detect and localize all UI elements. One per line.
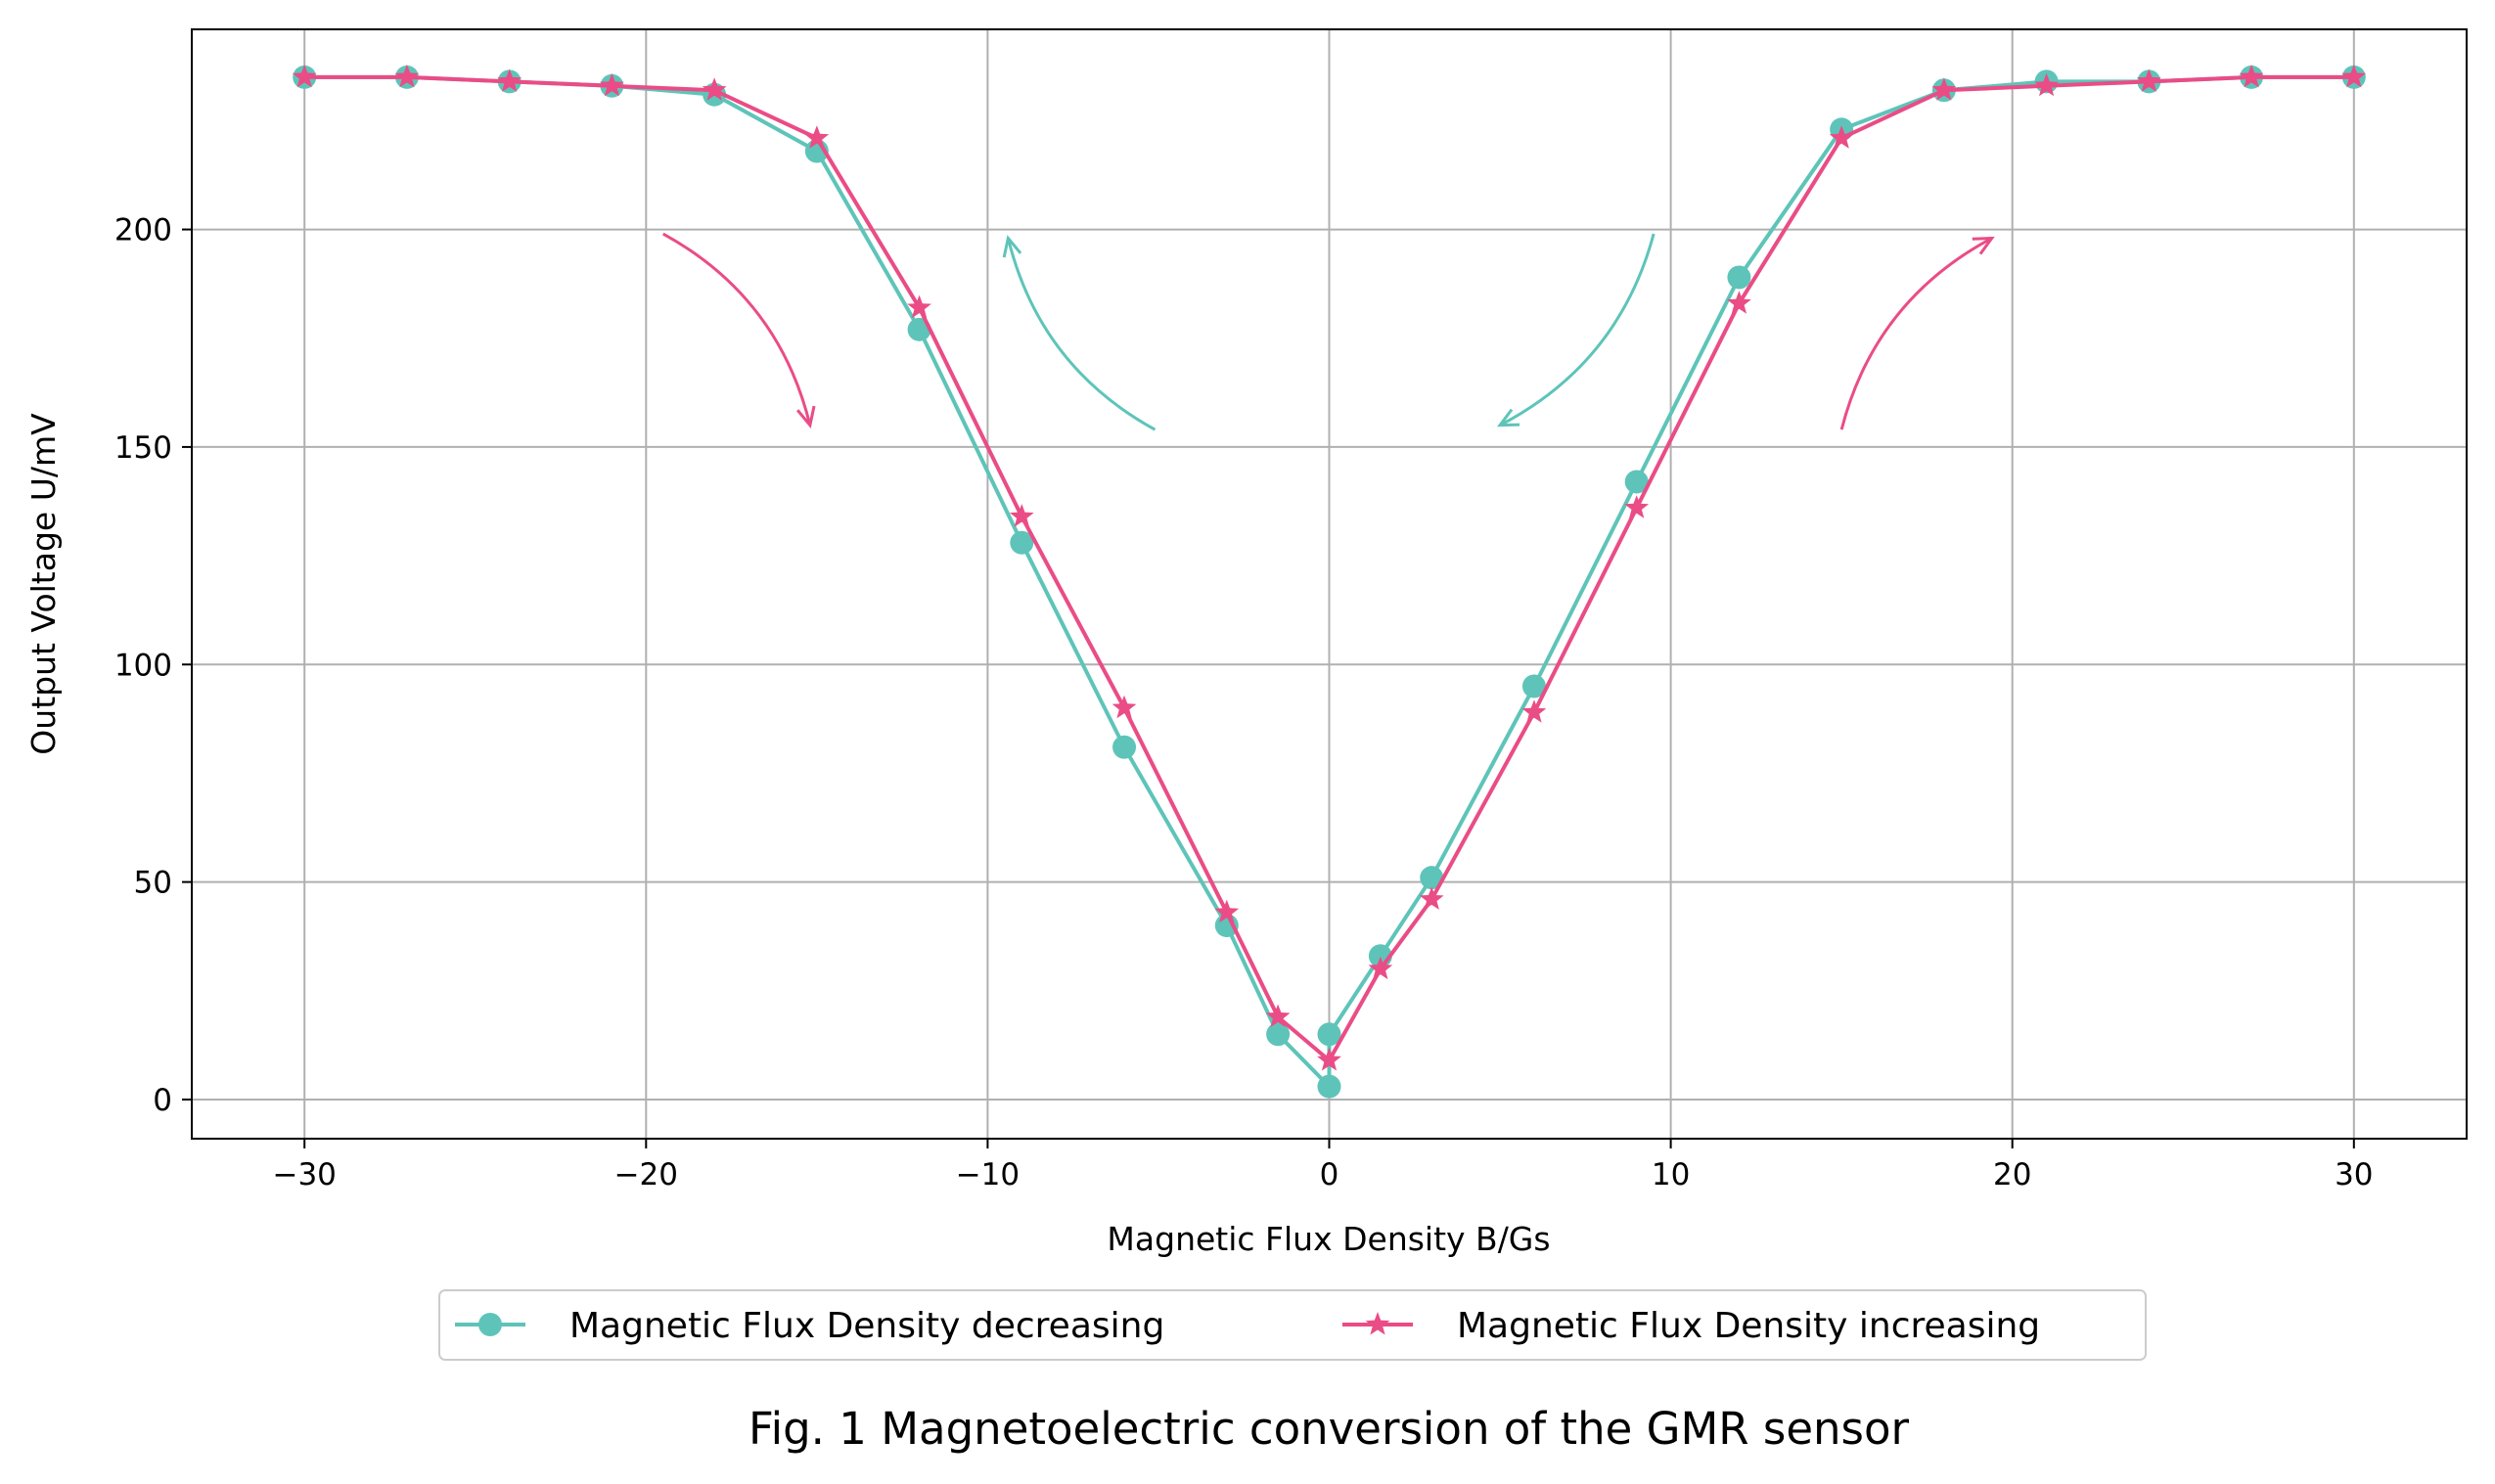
data-point (1931, 77, 1957, 101)
data-point (1111, 695, 1137, 719)
x-axis-ticks: −30 −20 −10 0 10 20 30 (272, 1139, 2374, 1192)
data-point (1266, 1022, 1291, 1047)
legend-label: Magnetic Flux Density decreasing (569, 1306, 1164, 1346)
data-point (1829, 125, 1854, 149)
y-tick-label: 50 (134, 866, 172, 901)
legend-box (438, 1289, 2147, 1361)
annotation-arrowhead (1496, 408, 1520, 427)
data-point (1368, 956, 1393, 980)
y-axis-ticks: 0 50 100 150 200 (114, 213, 192, 1118)
y-tick-label: 200 (114, 213, 172, 248)
data-point (497, 68, 522, 92)
y-tick-label: 100 (114, 648, 172, 683)
data-point (1624, 470, 1649, 494)
annotation-arrowhead (1972, 236, 1995, 255)
data-point (2137, 68, 2161, 92)
data-point (907, 294, 931, 319)
data-point (1112, 735, 1137, 759)
series-layer (292, 64, 2367, 1099)
data-point (1521, 674, 1546, 698)
x-tick-label: −20 (614, 1157, 678, 1192)
legend-marker (478, 1313, 502, 1336)
data-point (804, 125, 830, 149)
data-point (1265, 1004, 1291, 1027)
annotation-arrow (1839, 237, 1993, 430)
data-point (2341, 64, 2367, 88)
data-point (600, 72, 624, 97)
data-point (292, 64, 317, 88)
x-tick-label: 30 (2335, 1157, 2373, 1192)
data-point (1521, 699, 1547, 723)
grid (192, 29, 2467, 1139)
data-point (394, 64, 420, 88)
x-axis-label: Magnetic Flux Density B/Gs (1107, 1220, 1550, 1258)
data-point (1419, 886, 1444, 910)
annotation-arrow (1499, 233, 1656, 427)
x-tick-label: 0 (1320, 1157, 1339, 1192)
data-point (1317, 1022, 1341, 1047)
legend: Magnetic Flux Density decreasing Magnetic… (438, 1289, 2147, 1361)
annotation-arrows (662, 232, 1995, 431)
y-tick-label: 0 (153, 1083, 172, 1118)
legend-label: Magnetic Flux Density increasing (1457, 1306, 2040, 1346)
annotation-arrow (662, 232, 812, 427)
data-point (2239, 64, 2264, 88)
x-tick-label: 10 (1652, 1157, 1690, 1192)
annotation-arrowhead (795, 405, 816, 429)
data-point (2034, 72, 2059, 97)
y-axis-label: Output Voltage U/mV (24, 413, 63, 755)
data-point (1624, 495, 1650, 518)
legend-marker (1365, 1312, 1390, 1335)
data-point (1727, 291, 1751, 314)
x-tick-label: 20 (1993, 1157, 2031, 1192)
figure-caption: Fig. 1 Magnetoelectric conversion of the… (748, 1403, 1910, 1455)
annotation-arrowhead (1002, 235, 1022, 258)
data-point (1727, 265, 1751, 290)
y-tick-label: 150 (114, 430, 172, 466)
data-point (702, 77, 727, 101)
data-point (1317, 1074, 1341, 1099)
x-tick-label: −10 (956, 1157, 1020, 1192)
data-point (1214, 899, 1240, 923)
data-point (1009, 504, 1034, 527)
data-point (1317, 1048, 1341, 1071)
x-tick-label: −30 (272, 1157, 336, 1192)
annotation-arrow (1006, 238, 1157, 431)
data-point (1420, 866, 1444, 890)
data-point (1010, 530, 1034, 555)
